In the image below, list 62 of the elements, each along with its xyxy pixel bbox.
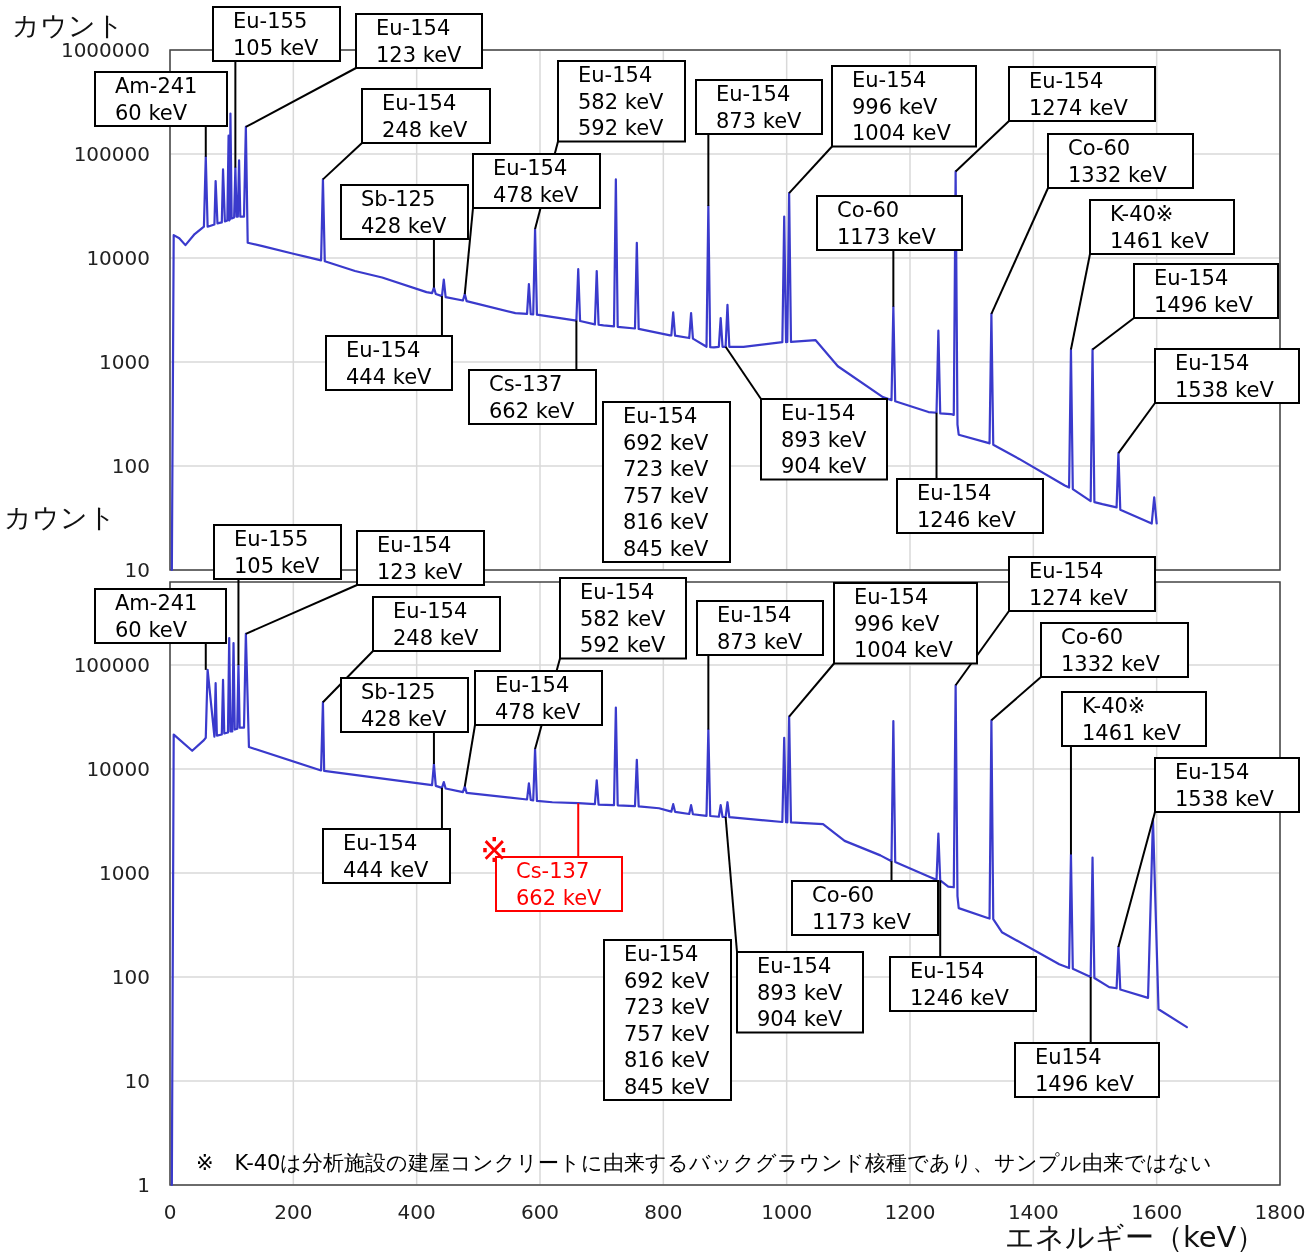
annotation: Eu-154 248 keV [382, 91, 469, 142]
annotation: Eu-154 123 keV [376, 16, 463, 67]
y-tick-label: 100000 [73, 142, 150, 166]
annotation: Sb-125 428 keV [361, 680, 448, 731]
annotation: Eu-154 1246 keV [910, 959, 1010, 1010]
annotation: Eu-154 1274 keV [1029, 559, 1129, 610]
annotation: Eu-154 478 keV [493, 156, 580, 207]
x-tick-label: 1000 [761, 1200, 813, 1224]
y-tick-label: 1000000 [60, 38, 150, 62]
annotation: Co-60 1332 keV [1068, 136, 1168, 187]
y-tick-label: 1000 [99, 861, 150, 886]
annotation: Eu-154 444 keV [343, 831, 430, 882]
annotation: Eu-154 873 keV [717, 603, 804, 654]
y-tick-label: 100000 [73, 653, 150, 678]
y-axis-title: カウント [12, 10, 124, 41]
annotation: Eu-154 873 keV [716, 82, 803, 133]
annotation: Eu-154 123 keV [377, 533, 464, 584]
annotation: Eu-154 1538 keV [1175, 760, 1275, 811]
annotation: Eu154 1496 keV [1035, 1045, 1135, 1096]
annotation: Co-60 1173 keV [812, 883, 912, 934]
x-tick-label: 400 [397, 1200, 436, 1224]
y-tick-label: 1 [137, 1173, 150, 1197]
annotation: Eu-154 1274 keV [1029, 69, 1129, 120]
y-tick-label: 10000 [86, 757, 150, 782]
annotation: Eu-154 582 keV 592 keV [580, 580, 667, 658]
annotation: Co-60 1173 keV [837, 198, 937, 249]
annotation: Cs-137 662 keV [516, 859, 603, 910]
annotation: Eu-154 893 keV 904 keV [781, 401, 868, 479]
annotation: ※ K-40は分析施設の建屋コンクリートに由来するバックグラウンド核種であり、サンプル由来ではない [196, 1151, 1213, 1175]
y-tick-label: 100 [111, 454, 150, 478]
annotation: Eu-155 105 keV [233, 9, 320, 60]
annotation: Eu-154 996 keV 1004 keV [852, 68, 952, 146]
y-tick-label: 10000 [86, 246, 150, 270]
annotation: Eu-154 996 keV 1004 keV [854, 585, 954, 663]
annotation: Eu-154 692 keV 723 keV 757 keV 816 keV 845 keV [624, 942, 711, 1099]
x-tick-label: 600 [520, 1200, 560, 1224]
x-tick-label: 200 [274, 1200, 313, 1224]
annotation: Eu-154 582 keV 592 keV [578, 63, 665, 141]
annotation: K-40※ 1461 keV [1082, 694, 1182, 745]
annotation: Cs-137 662 keV [489, 372, 576, 423]
annotation: Eu-154 893 keV 904 keV [757, 954, 844, 1032]
annotation: Co-60 1332 keV [1061, 625, 1161, 676]
annotation: Eu-154 1496 keV [1154, 266, 1254, 317]
annotation: Eu-154 444 keV [346, 338, 433, 389]
y-tick-label: 1000 [99, 350, 150, 374]
x-tick-label: 0 [163, 1200, 177, 1224]
y-tick-label: 10 [124, 558, 150, 582]
y-tick-label: 10 [124, 1069, 150, 1094]
annotation: K-40※ 1461 keV [1110, 202, 1210, 253]
annotation: Eu-154 248 keV [393, 599, 480, 650]
annotation: Eu-154 692 keV 723 keV 757 keV 816 keV 845 keV [623, 404, 710, 561]
y-axis-title: カウント [4, 502, 116, 533]
annotation: Am-241 60 keV [115, 591, 198, 642]
x-tick-label: 800 [644, 1200, 683, 1224]
annotation: Eu-154 478 keV [495, 673, 582, 724]
annotation: Eu-154 1538 keV [1175, 351, 1275, 402]
annotation: Sb-125 428 keV [361, 187, 448, 238]
annotation: Am-241 60 keV [115, 74, 198, 125]
x-tick-label: 1200 [884, 1200, 936, 1224]
annotation: Eu-154 1246 keV [917, 481, 1017, 532]
y-tick-label: 100 [111, 965, 150, 990]
annotation: Eu-155 105 keV [234, 527, 321, 578]
